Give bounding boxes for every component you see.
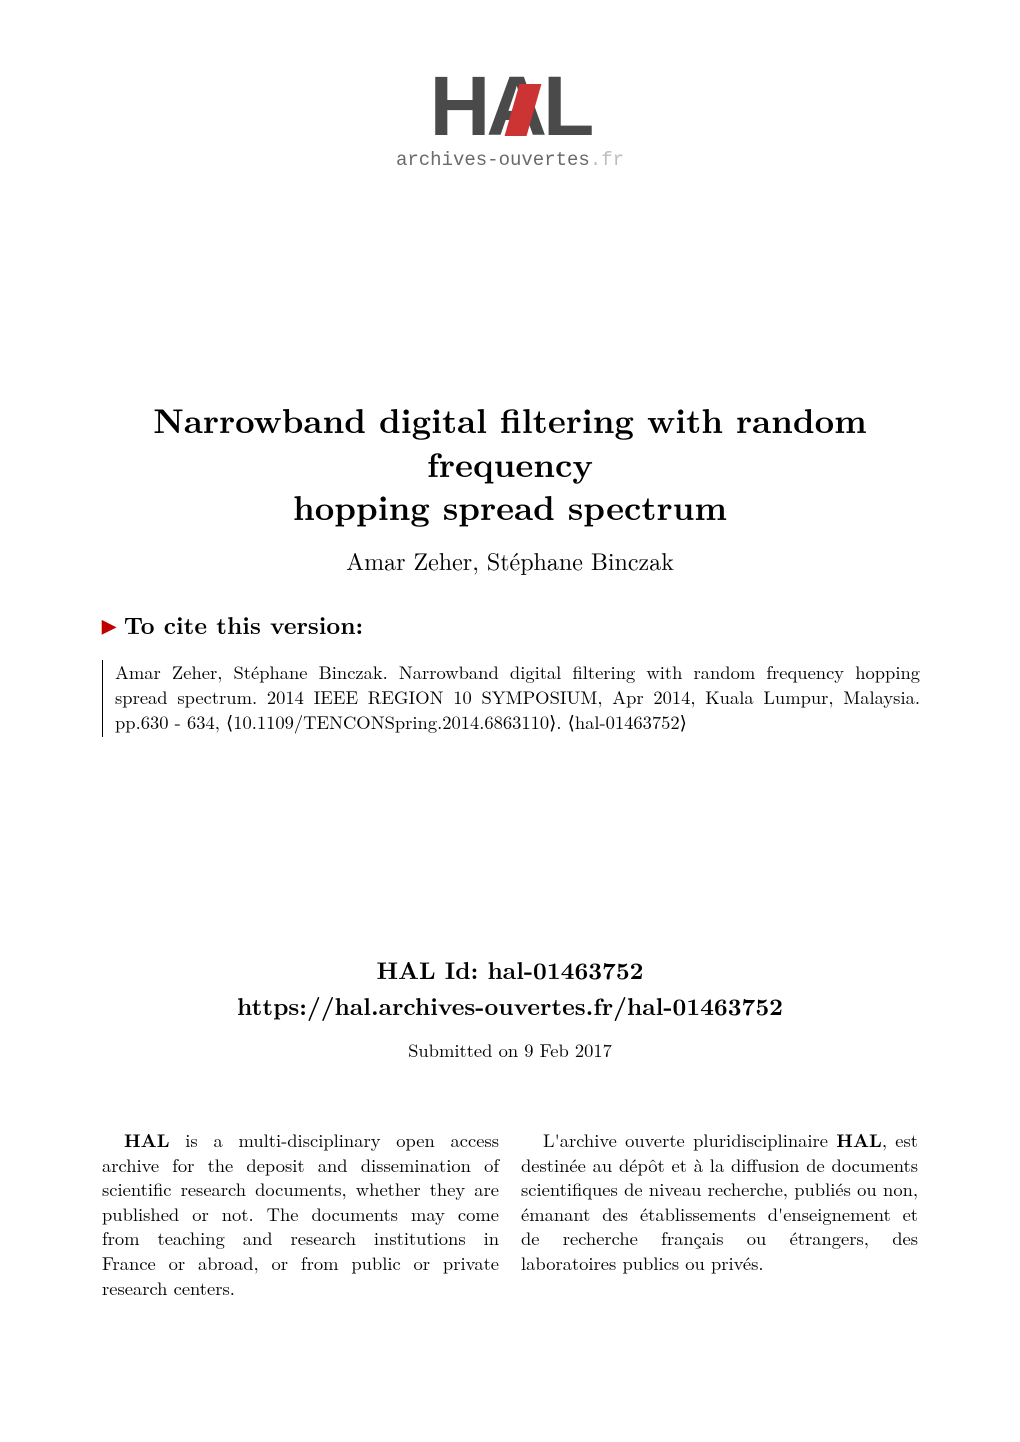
paper-authors: Amar Zeher, Stéphane Binczak bbox=[100, 543, 920, 577]
description-right-part1: L'archive ouverte pluridisciplinaire bbox=[543, 1127, 836, 1153]
hal-logo-text: HAL bbox=[430, 72, 591, 141]
paper-title-line1: Narrowband digital filtering with random… bbox=[153, 395, 867, 488]
description-right: L'archive ouverte pluridisciplinaire HAL… bbox=[521, 1128, 918, 1300]
hal-logo-subtitle-suffix: .fr bbox=[590, 149, 624, 171]
hal-id-block: HAL Id: hal-01463752 https://hal.archive… bbox=[100, 952, 920, 1063]
cite-block: ▶ To cite this version: Amar Zeher, Stéph… bbox=[102, 608, 920, 737]
description-columns: HAL is a multi-disciplinary open access … bbox=[102, 1128, 918, 1300]
description-left: HAL is a multi-disciplinary open access … bbox=[102, 1128, 499, 1300]
hal-url[interactable]: https://hal.archives-ouvertes.fr/hal-014… bbox=[100, 989, 920, 1023]
description-left-lead: HAL bbox=[124, 1127, 170, 1153]
paper-title: Narrowband digital filtering with random… bbox=[100, 398, 920, 529]
hal-id-label: HAL Id: hal-01463752 bbox=[100, 952, 920, 989]
title-block: Narrowband digital filtering with random… bbox=[100, 398, 920, 577]
submitted-date: Submitted on 9 Feb 2017 bbox=[100, 1037, 920, 1063]
description-right-para: L'archive ouverte pluridisciplinaire HAL… bbox=[521, 1128, 918, 1276]
cite-heading: ▶ To cite this version: bbox=[102, 608, 920, 642]
hal-url-link[interactable]: https://hal.archives-ouvertes.fr/hal-014… bbox=[237, 989, 783, 1023]
description-left-rest: is a multi-disciplinary open access arch… bbox=[102, 1127, 499, 1301]
description-right-lead: HAL bbox=[836, 1127, 882, 1153]
cite-heading-text: To cite this version: bbox=[124, 608, 363, 642]
page: HAL archives-ouvertes.fr Narrowband digi… bbox=[0, 0, 1020, 1442]
description-left-para: HAL is a multi-disciplinary open access … bbox=[102, 1128, 499, 1300]
cite-body: Amar Zeher, Stéphane Binczak. Narrowband… bbox=[102, 660, 920, 737]
paper-title-line2: hopping spread spectrum bbox=[293, 482, 727, 531]
triangle-icon: ▶ bbox=[102, 613, 116, 638]
hal-logo-letters: HAL bbox=[430, 59, 591, 153]
hal-logo-block: HAL archives-ouvertes.fr bbox=[380, 72, 640, 171]
